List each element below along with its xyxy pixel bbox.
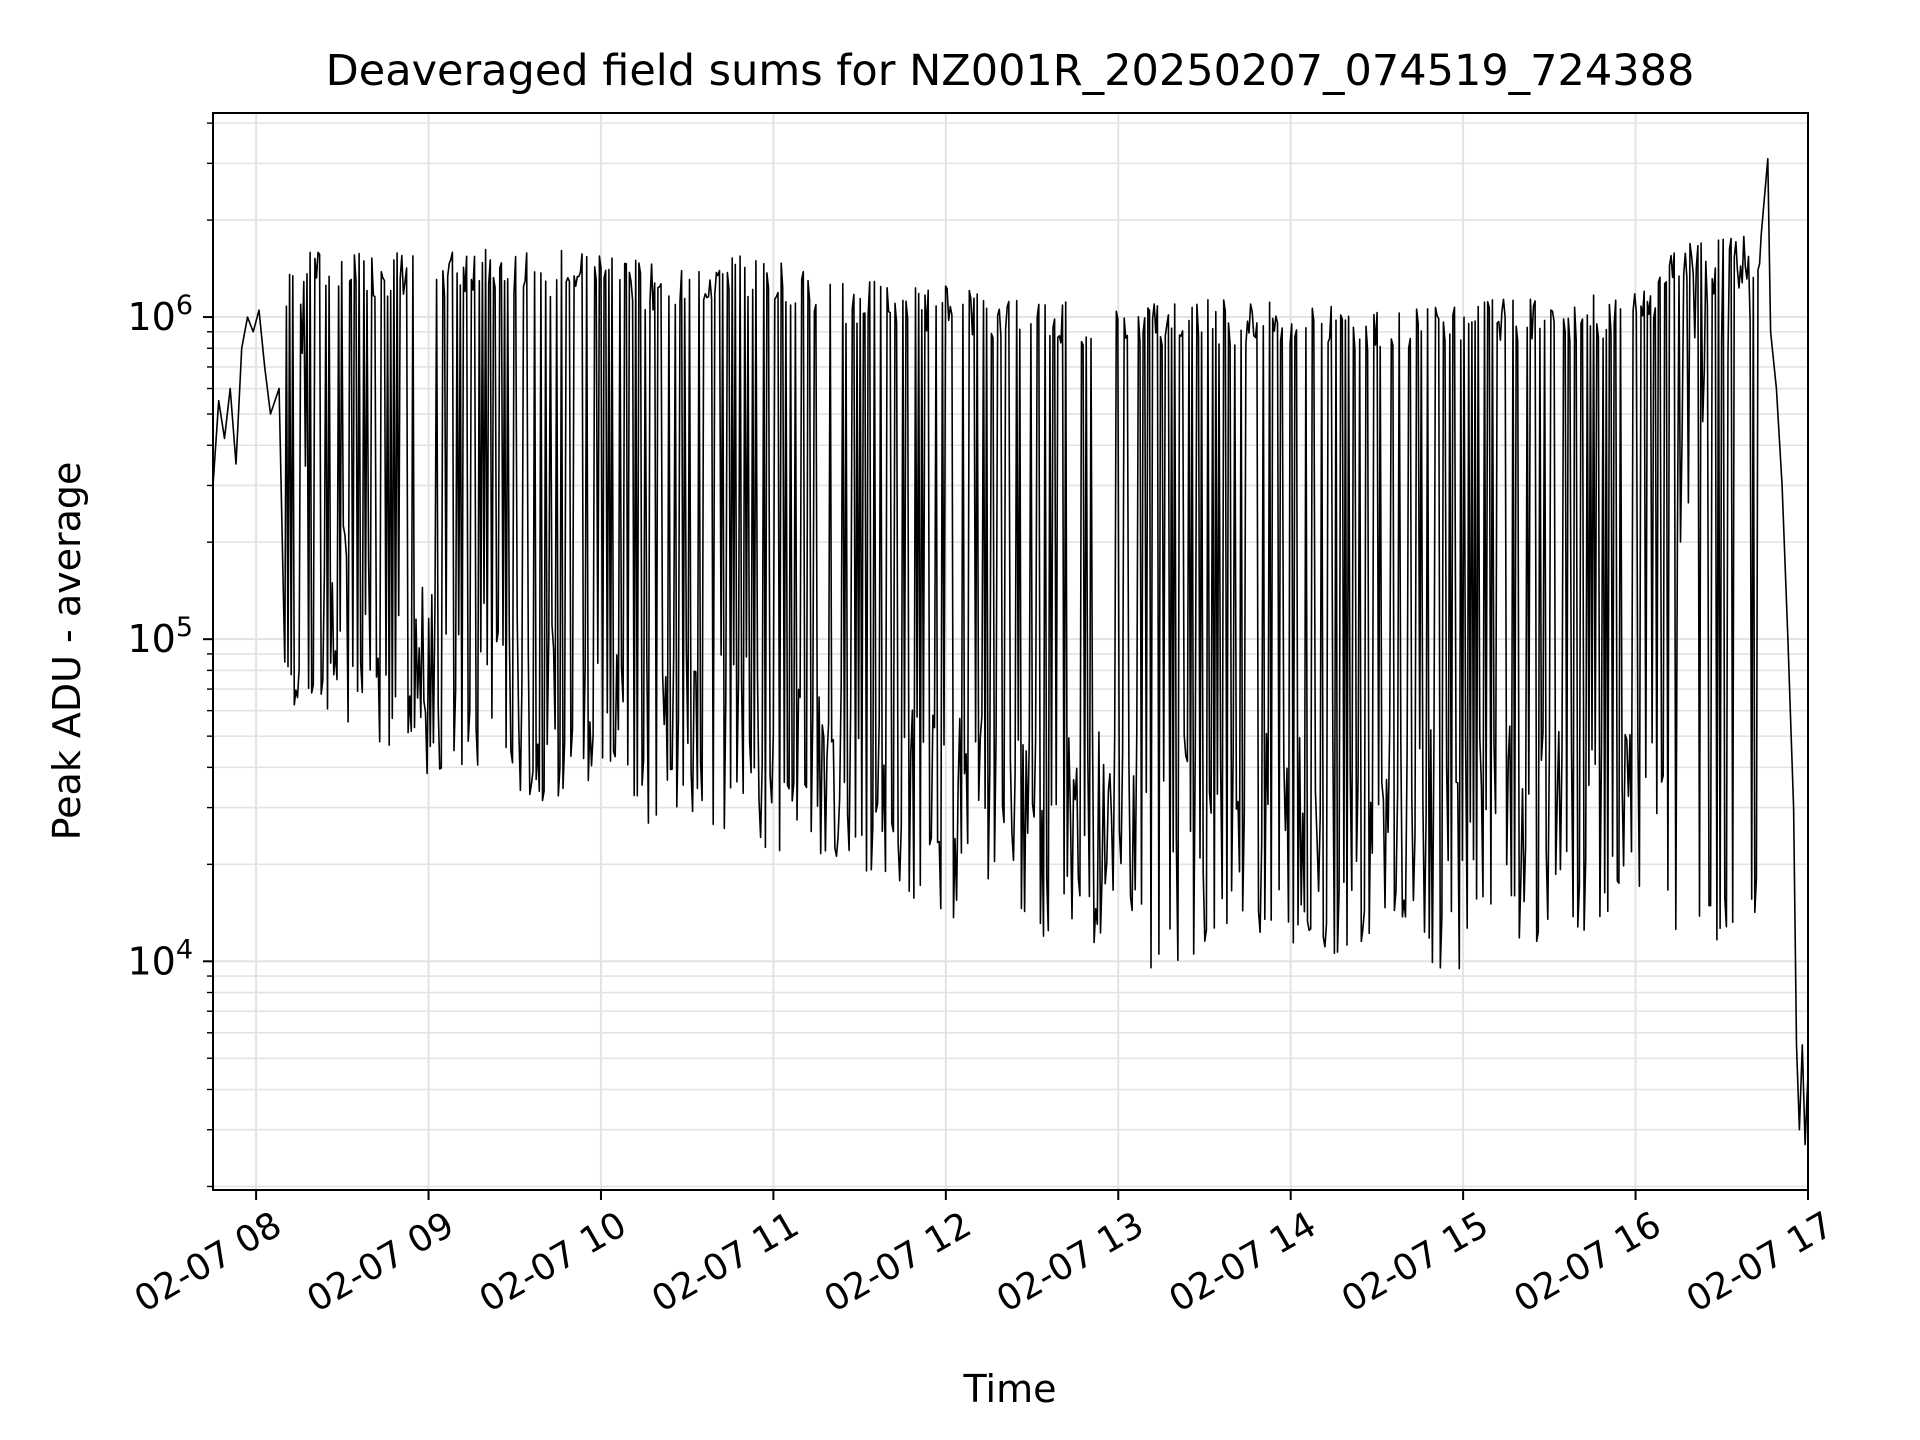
y-tick-label: 104 [127, 934, 193, 983]
axes-frame [212, 112, 1809, 1191]
data-line-series [212, 158, 1809, 1146]
y-tick-label: 106 [127, 290, 193, 339]
chart-title: Deaveraged field sums for NZ001R_2025020… [326, 46, 1695, 96]
y-axis-label: Peak ADU - average [45, 462, 89, 841]
y-axis-ticks: 104 105 106 [127, 122, 213, 1188]
plot-area [212, 158, 1809, 1146]
y-tick-label: 105 [127, 612, 193, 661]
x-axis-label: Time [963, 1367, 1057, 1411]
